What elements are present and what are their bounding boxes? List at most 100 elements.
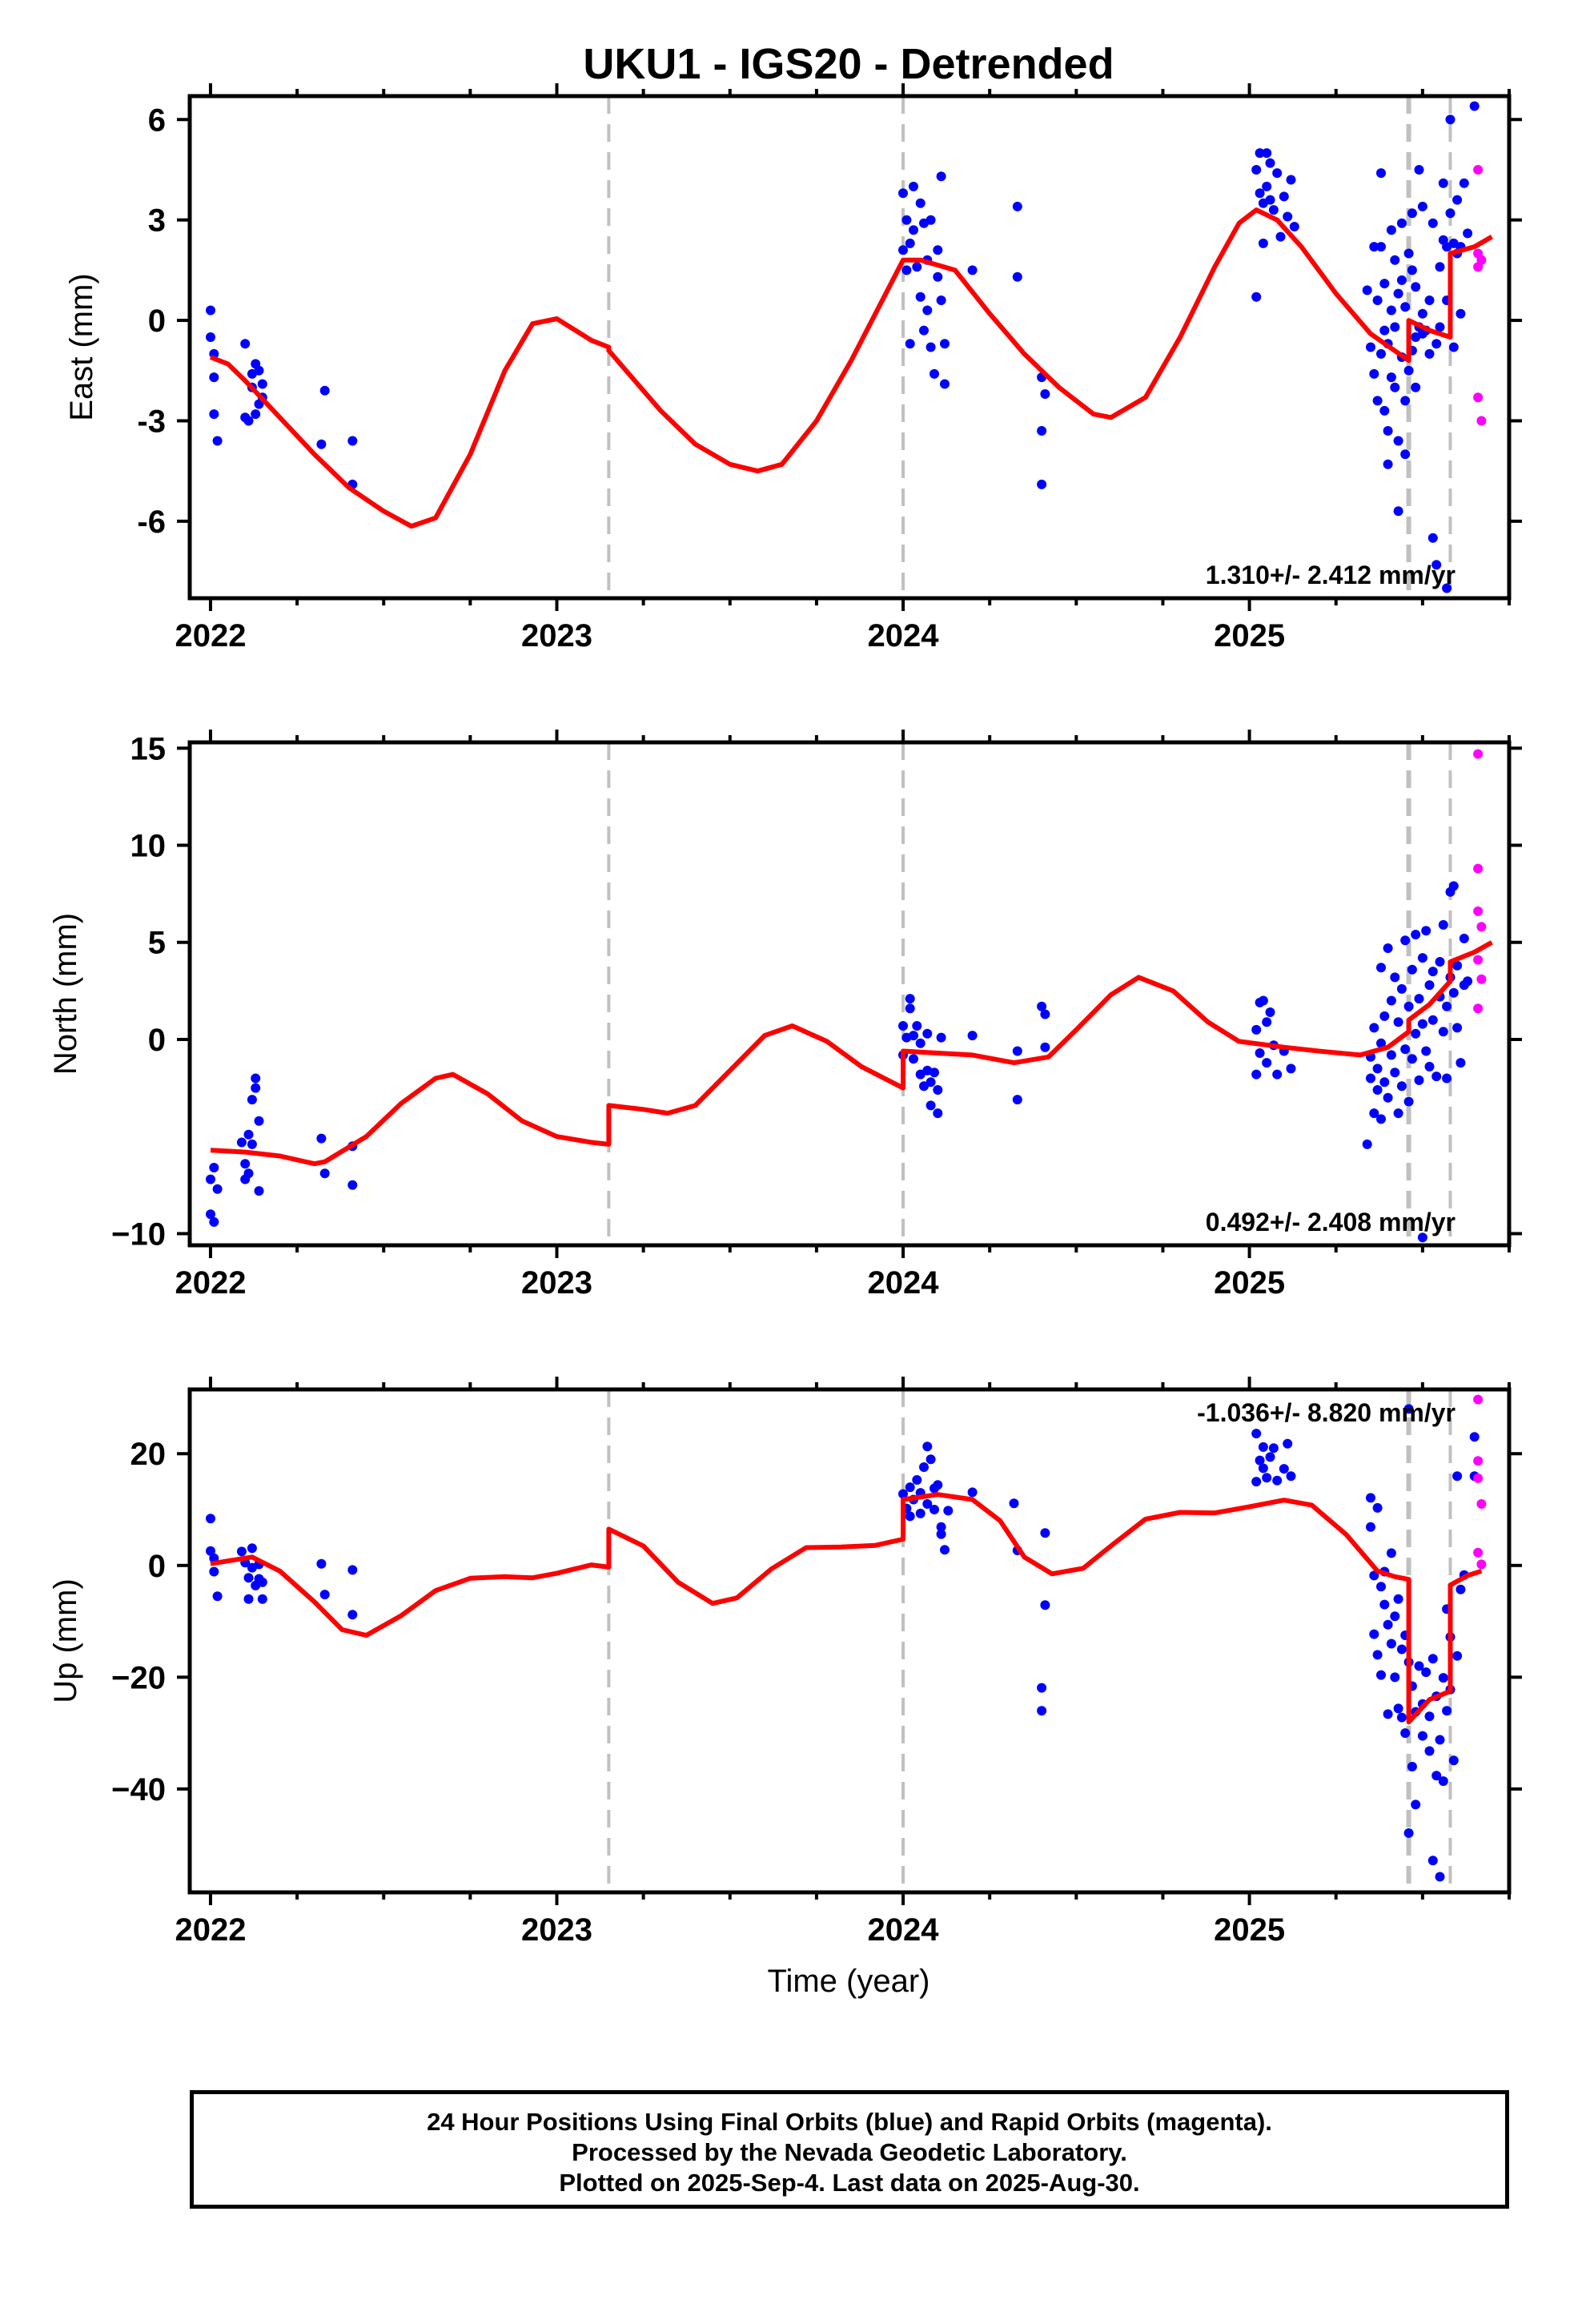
- final-orbit-point: [912, 1475, 922, 1485]
- final-orbit-point: [905, 1482, 915, 1493]
- final-orbit-point: [919, 1462, 929, 1472]
- final-orbit-point: [1376, 1670, 1386, 1680]
- final-orbit-point: [905, 1511, 915, 1522]
- final-orbit-point: [240, 339, 251, 349]
- final-orbit-point: [1414, 1661, 1424, 1671]
- final-orbit-point: [1258, 1463, 1268, 1474]
- final-orbit-point: [1383, 426, 1393, 436]
- final-orbit-point: [943, 1506, 954, 1516]
- final-orbit-point: [1435, 322, 1445, 332]
- final-orbit-point: [1386, 1638, 1396, 1649]
- rapid-orbit-point: [1473, 392, 1484, 403]
- final-orbit-point: [926, 1077, 936, 1088]
- final-orbit-point: [1438, 1673, 1448, 1683]
- final-orbit-point: [1463, 228, 1473, 239]
- final-orbit-point: [1258, 1441, 1268, 1452]
- final-orbit-point: [1400, 449, 1411, 460]
- final-orbit-point: [243, 416, 254, 426]
- final-orbit-point: [1393, 288, 1403, 299]
- x-tick-label: 2024: [868, 618, 940, 653]
- final-orbit-point: [1424, 1061, 1435, 1072]
- final-orbit-point: [1403, 1096, 1414, 1107]
- final-orbit-point: [898, 1489, 908, 1499]
- final-orbit-point: [1265, 1007, 1275, 1017]
- final-orbit-point: [206, 1174, 215, 1184]
- final-orbit-point: [1272, 1069, 1283, 1080]
- final-orbit-point: [926, 1100, 936, 1111]
- final-orbit-point: [1414, 1075, 1424, 1085]
- final-orbit-point: [1268, 1443, 1279, 1454]
- final-orbit-point: [898, 245, 908, 255]
- final-orbit-point: [909, 181, 918, 191]
- final-orbit-point: [901, 215, 912, 225]
- final-orbit-point: [905, 238, 915, 248]
- final-orbit-point: [1037, 426, 1047, 436]
- final-orbit-point: [1396, 983, 1407, 994]
- final-orbit-point: [1376, 1582, 1386, 1592]
- rapid-orbit-point: [1473, 1456, 1484, 1466]
- final-orbit-point: [912, 262, 922, 272]
- final-orbit-point: [898, 188, 908, 199]
- final-orbit-point: [1417, 1232, 1427, 1243]
- y-tick-label: 0: [148, 1549, 166, 1584]
- final-orbit-point: [1012, 271, 1022, 282]
- final-orbit-point: [1369, 1629, 1379, 1639]
- x-tick-label: 2025: [1214, 618, 1285, 653]
- final-orbit-point: [1438, 919, 1448, 930]
- final-orbit-point: [1383, 943, 1393, 953]
- final-orbit-point: [1376, 242, 1386, 252]
- final-orbit-point: [1393, 436, 1403, 446]
- final-orbit-point: [1448, 881, 1459, 891]
- final-orbit-point: [1012, 201, 1022, 211]
- rapid-orbit-point: [1476, 416, 1487, 426]
- final-orbit-point: [1379, 1011, 1390, 1021]
- final-orbit-point: [930, 1068, 939, 1078]
- final-orbit-point: [1459, 178, 1469, 188]
- final-orbit-point: [1258, 995, 1268, 1006]
- final-orbit-point: [254, 365, 264, 376]
- final-orbit-point: [1372, 396, 1383, 406]
- final-orbit-point: [905, 339, 915, 349]
- final-orbit-point: [1396, 275, 1407, 285]
- final-orbit-point: [1372, 296, 1383, 305]
- final-orbit-point: [1286, 1063, 1296, 1074]
- up-y-axis-label: Up (mm): [48, 1578, 83, 1703]
- final-orbit-point: [1424, 1746, 1435, 1756]
- x-tick-label: 2023: [521, 1265, 592, 1301]
- y-tick-label: 0: [148, 304, 166, 339]
- final-orbit-point: [1037, 1001, 1047, 1011]
- final-orbit-point: [1407, 964, 1417, 975]
- final-orbit-point: [1390, 382, 1400, 392]
- final-orbit-point: [316, 439, 327, 449]
- final-orbit-point: [1403, 248, 1414, 259]
- rapid-orbit-point: [1473, 863, 1484, 874]
- final-orbit-point: [1255, 1455, 1265, 1466]
- final-orbit-point: [1279, 1464, 1289, 1474]
- final-orbit-point: [1283, 211, 1293, 222]
- final-orbit-point: [936, 296, 946, 305]
- final-orbit-point: [919, 325, 929, 336]
- final-orbit-point: [1456, 308, 1466, 319]
- rapid-orbit-point: [1473, 955, 1484, 965]
- final-orbit-point: [209, 1216, 219, 1227]
- final-orbit-point: [1427, 1015, 1438, 1025]
- final-orbit-point: [209, 1566, 219, 1577]
- final-orbit-point: [1255, 188, 1265, 199]
- final-orbit-point: [1255, 1048, 1265, 1058]
- final-orbit-point: [1386, 372, 1396, 383]
- final-orbit-point: [1040, 1600, 1050, 1610]
- rapid-orbit-point: [1473, 1003, 1484, 1014]
- final-orbit-point: [247, 1543, 257, 1554]
- final-orbit-point: [926, 1454, 936, 1465]
- final-orbit-point: [936, 1032, 946, 1043]
- final-orbit-point: [940, 379, 950, 389]
- footer-line-3: Plotted on 2025-Sep-4. Last data on 2025…: [559, 2169, 1140, 2197]
- final-orbit-point: [236, 1137, 247, 1148]
- y-tick-label: 5: [148, 926, 166, 961]
- final-orbit-point: [915, 1508, 926, 1518]
- x-tick-label: 2025: [1214, 1265, 1285, 1301]
- final-orbit-point: [1379, 1077, 1390, 1088]
- final-orbit-point: [1407, 1054, 1417, 1064]
- rapid-orbit-point: [1473, 749, 1484, 759]
